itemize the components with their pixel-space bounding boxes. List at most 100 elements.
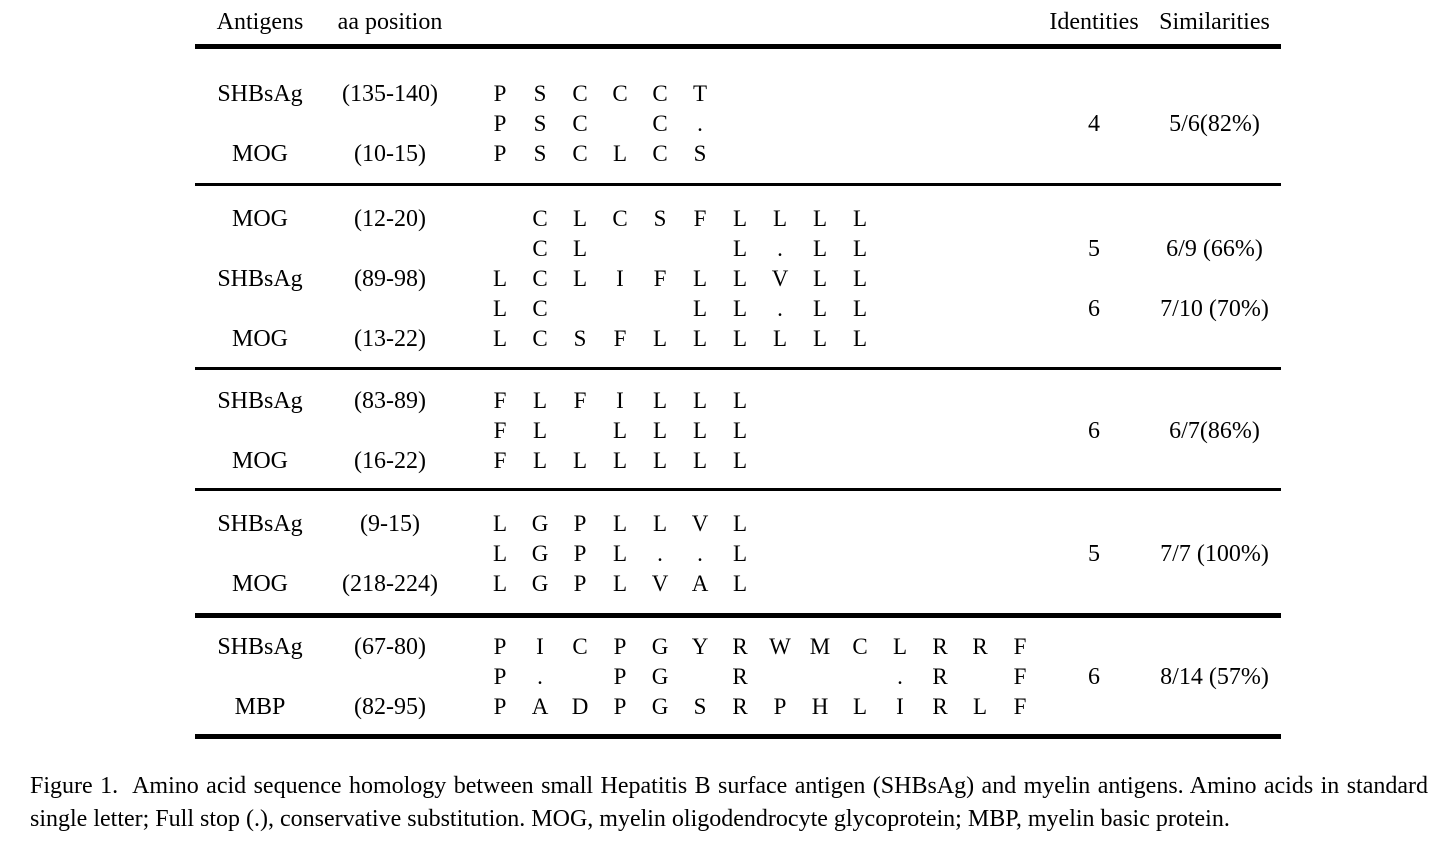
residue-cell: L	[692, 418, 708, 443]
residue-cell	[880, 416, 920, 446]
residue-cell: G	[651, 664, 669, 689]
residue-cell: S	[533, 81, 547, 106]
sequence-row: SHBsAg (89-98) L C L I F L L V L L	[195, 264, 1281, 294]
residue-cell: L	[492, 571, 508, 596]
residue-cell	[960, 109, 1000, 139]
residue-cell	[960, 234, 1000, 264]
residue-cell: R	[932, 694, 948, 719]
residue-cell: L	[852, 236, 868, 261]
similarities-value	[1148, 692, 1281, 722]
similarities-value	[1148, 632, 1281, 662]
residue-cell: L	[532, 418, 548, 443]
residue-cell	[960, 416, 1000, 446]
residue-cell: L	[732, 388, 748, 413]
identities-value	[1040, 386, 1148, 416]
residue-cell	[840, 79, 880, 109]
residue-cell: L	[532, 388, 548, 413]
residue-cell: P	[573, 511, 587, 536]
sequence-indent	[455, 264, 480, 294]
residue-cell	[920, 109, 960, 139]
residue-cell	[840, 416, 880, 446]
residue-cell: L	[772, 326, 788, 351]
residue-cell	[840, 139, 880, 169]
residue-cell	[960, 79, 1000, 109]
residue-cell: S	[653, 206, 667, 231]
residue-cell	[480, 234, 520, 264]
residue-cell	[880, 234, 920, 264]
residue-cell: G	[651, 694, 669, 719]
residue-cell: .	[697, 111, 703, 136]
residue-cell	[760, 139, 800, 169]
residue-cell: P	[493, 694, 507, 719]
figure-caption-text: Amino acid sequence homology between sma…	[30, 773, 1428, 832]
residue-cell: C	[652, 81, 668, 106]
residue-cell: S	[533, 111, 547, 136]
residue-cell	[720, 79, 760, 109]
sequence-indent	[455, 509, 480, 539]
residue-cell: .	[777, 296, 783, 321]
sequence-indent	[455, 446, 480, 476]
residue-cell: P	[493, 634, 507, 659]
residue-cell: G	[651, 634, 669, 659]
similarities-value	[1148, 569, 1281, 599]
residue-cell	[880, 204, 920, 234]
sequence-row: MOG (12-20) C L C S F L L L L	[195, 204, 1281, 234]
residue-cell: T	[692, 81, 708, 106]
residue-cell	[1000, 79, 1040, 109]
residue-cell: L	[732, 236, 748, 261]
identities-value: 6	[1088, 418, 1100, 444]
residue-cell: F	[493, 418, 507, 443]
residue-cell: L	[612, 571, 628, 596]
sequence-row: MBP (82-95) P A D P G S R P H L I R L F	[195, 692, 1281, 722]
residue-cell	[880, 264, 920, 294]
residue-cell: L	[612, 448, 628, 473]
residue-cell	[840, 386, 880, 416]
antigen-label	[195, 416, 325, 446]
residue-cell: L	[732, 326, 748, 351]
residue-cell: L	[732, 296, 748, 321]
similarities-value	[1148, 509, 1281, 539]
header-rule	[195, 44, 1281, 49]
residue-cell: R	[972, 634, 988, 659]
sequence-row: MOG (10-15) P S C L C S	[195, 139, 1281, 169]
residue-cell: L	[972, 694, 988, 719]
residue-cell: R	[932, 634, 948, 659]
figure-caption: Figure 1. Amino acid sequence homology be…	[30, 770, 1428, 836]
identities-value	[1040, 79, 1148, 109]
residue-cell	[840, 109, 880, 139]
residue-cell: L	[732, 511, 748, 536]
residue-cell: L	[812, 266, 828, 291]
sequence-row: SHBsAg (83-89) F L F I L L L	[195, 386, 1281, 416]
residue-cell	[960, 662, 1000, 692]
alignment-block: MOG (12-20) C L C S F L L L L C L L. L L 5 6/9 (66%) SHBsA…	[195, 186, 1281, 367]
residue-cell	[800, 139, 840, 169]
residue-cell: L	[692, 388, 708, 413]
residue-cell: L	[652, 418, 668, 443]
similarities-value: 5/6(82%)	[1169, 111, 1260, 137]
residue-cell: G	[531, 511, 549, 536]
residue-cell	[920, 416, 960, 446]
identities-value	[1040, 204, 1148, 234]
residue-cell: H	[811, 694, 829, 719]
residue-cell	[840, 569, 880, 599]
residue-cell	[800, 509, 840, 539]
sequence-indent	[455, 539, 480, 569]
identities-value	[1040, 139, 1148, 169]
sequence-indent	[455, 324, 480, 354]
antigen-label: MOG	[231, 206, 288, 232]
residue-cell: L	[652, 388, 668, 413]
residue-cell	[480, 204, 520, 234]
antigen-label	[195, 294, 325, 324]
sequence-row: SHBsAg (135-140) P S C C C T	[195, 79, 1281, 109]
residue-cell	[960, 569, 1000, 599]
residue-cell	[880, 324, 920, 354]
antigen-label	[195, 109, 325, 139]
residue-cell	[960, 139, 1000, 169]
residue-cell	[920, 294, 960, 324]
similarities-value	[1148, 264, 1281, 294]
residue-cell: P	[613, 634, 627, 659]
sequence-indent	[455, 386, 480, 416]
residue-cell	[800, 569, 840, 599]
alignment-blocks: SHBsAg (135-140) P S C C C T P S C C. 4 5/6(82%) MOG (1…	[195, 49, 1281, 739]
sequence-indent	[455, 109, 480, 139]
